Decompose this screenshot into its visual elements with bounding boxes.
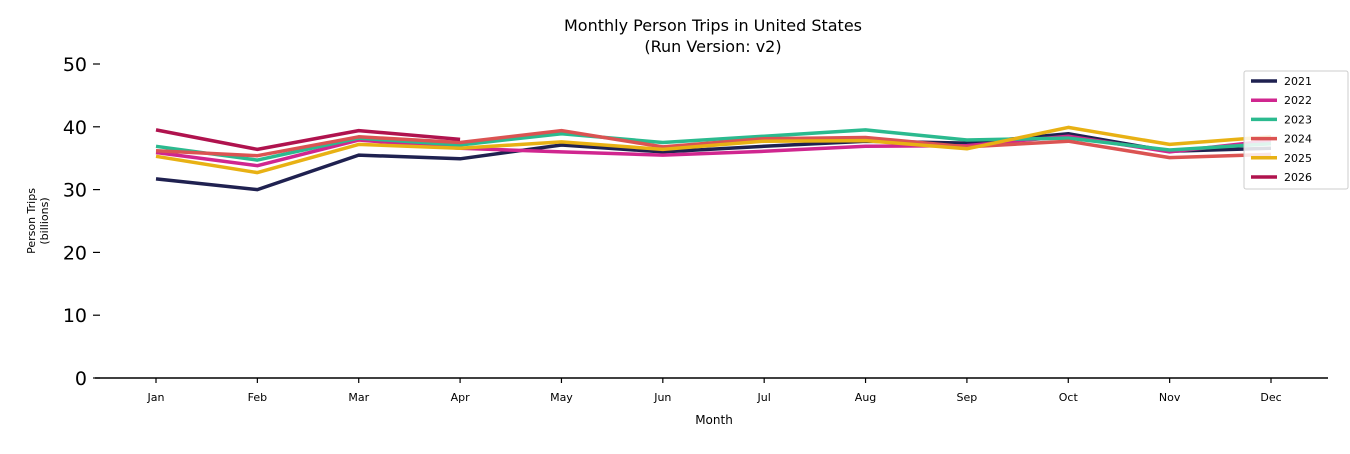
legend-label-2022: 2022 <box>1284 94 1312 107</box>
series-line-2026 <box>155 128 461 152</box>
series-layer <box>155 125 1272 192</box>
legend: 2021 2022 2023 2024 2025 2026 <box>1243 70 1349 190</box>
y-tick-label: 50 <box>63 54 87 76</box>
x-tick-label: Sep <box>957 391 978 404</box>
x-axis: Jan Feb Mar Apr May Jun Jul Aug Sep Oct Nov Dec <box>147 378 1282 404</box>
series-line-2024 <box>155 128 1272 160</box>
x-tick-label: Jun <box>653 391 671 404</box>
x-tick-label: Feb <box>248 391 267 404</box>
x-tick-label: Jul <box>757 391 771 404</box>
series-line-2021 <box>155 131 1272 192</box>
y-tick-label: 40 <box>63 117 87 139</box>
x-tick-label: Apr <box>451 391 471 404</box>
y-tick-label: 20 <box>63 242 87 264</box>
series-line-2023 <box>155 128 1272 162</box>
x-tick-label: Mar <box>348 391 369 404</box>
legend-label-2021: 2021 <box>1284 75 1312 88</box>
y-tick-label: 0 <box>75 368 87 390</box>
x-tick-label: Aug <box>855 391 876 404</box>
series-line-2025 <box>155 125 1272 175</box>
y-axis-unit-label: (billions) <box>38 197 51 244</box>
legend-label-2024: 2024 <box>1284 133 1312 146</box>
y-axis: 0 10 20 30 40 50 <box>63 54 100 390</box>
y-tick-label: 10 <box>63 305 87 327</box>
x-axis-label: Month <box>695 413 733 427</box>
legend-label-2023: 2023 <box>1284 113 1312 126</box>
y-tick-label: 30 <box>63 180 87 202</box>
x-tick-label: May <box>550 391 573 404</box>
chart-subtitle: (Run Version: v2) <box>644 37 781 56</box>
y-axis-label: Person Trips <box>25 188 38 254</box>
x-tick-label: Jan <box>147 391 165 404</box>
legend-label-2025: 2025 <box>1284 152 1312 165</box>
x-tick-label: Dec <box>1260 391 1281 404</box>
x-tick-label: Nov <box>1159 391 1181 404</box>
legend-label-2026: 2026 <box>1284 171 1312 184</box>
chart-title: Monthly Person Trips in United States <box>564 16 862 35</box>
x-tick-label: Oct <box>1059 391 1079 404</box>
